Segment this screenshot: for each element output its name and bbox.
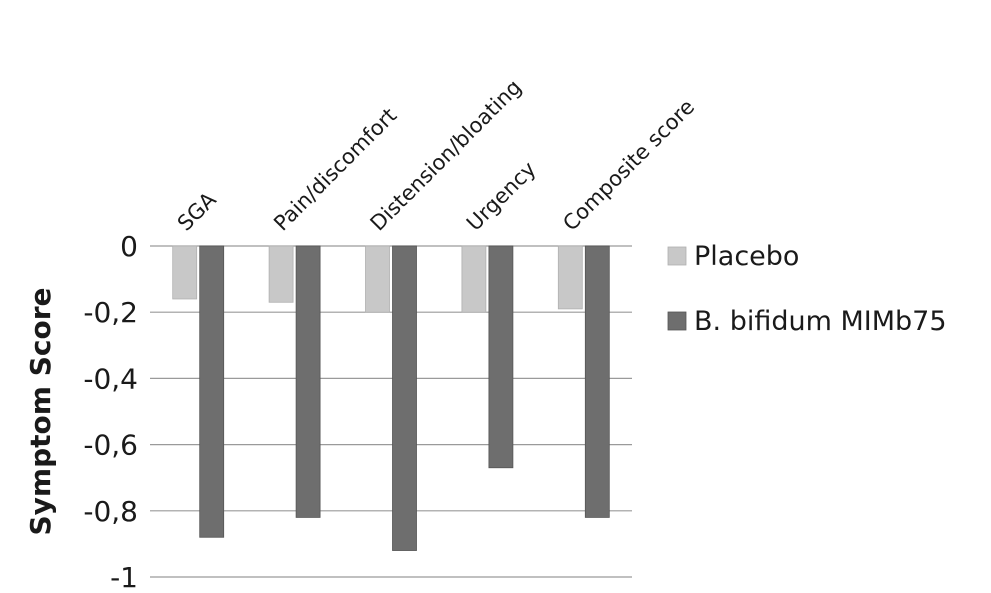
y-axis-title: Symptom Score bbox=[24, 288, 57, 536]
legend-swatch bbox=[667, 311, 687, 331]
bar-placebo bbox=[461, 245, 487, 313]
bar-treatment bbox=[584, 245, 610, 518]
legend-swatch bbox=[667, 246, 687, 266]
y-tick-label: -0,2 bbox=[83, 296, 138, 329]
bar-placebo bbox=[172, 245, 198, 300]
bar-placebo bbox=[365, 245, 390, 313]
y-tick-label: -1 bbox=[110, 561, 138, 593]
bar-treatment bbox=[295, 245, 321, 518]
bar-treatment bbox=[392, 245, 417, 551]
legend: Placebo B. bifidum MIMb75 bbox=[667, 241, 947, 337]
x-category-label: Urgency bbox=[462, 157, 541, 236]
y-tick-label: 0 bbox=[120, 230, 138, 263]
y-tick-label: -0,6 bbox=[83, 429, 138, 462]
bar-placebo bbox=[557, 245, 583, 310]
bars bbox=[172, 245, 610, 551]
x-axis-categories: SGA Pain/discomfortDistension/bloatingUrg… bbox=[173, 75, 699, 236]
bar-placebo bbox=[268, 245, 294, 303]
y-tick-label: -0,8 bbox=[83, 495, 138, 528]
x-category-label: SGA bbox=[173, 187, 222, 236]
y-tick-label: -0,4 bbox=[83, 362, 138, 395]
legend-label: B. bifidum MIMb75 bbox=[694, 306, 947, 337]
y-axis-ticks: 0 -0,2 -0,4 -0,6 -0,8 -1 bbox=[83, 230, 138, 593]
x-category-label: Composite score bbox=[558, 95, 699, 236]
gridlines bbox=[150, 245, 632, 578]
legend-label: Placebo bbox=[694, 241, 799, 272]
bar-treatment bbox=[199, 245, 225, 538]
bar-treatment bbox=[488, 245, 514, 469]
